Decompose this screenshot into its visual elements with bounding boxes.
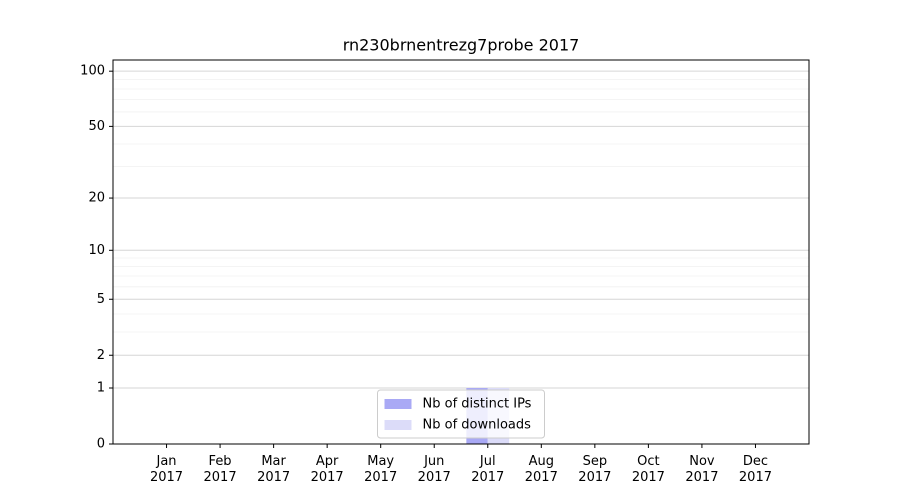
plot-frame xyxy=(112,59,810,445)
x-tick-label: Sep 2017 xyxy=(578,454,611,485)
x-tick-label: Aug 2017 xyxy=(525,454,558,485)
x-tick-label: Mar 2017 xyxy=(257,454,290,485)
y-tick-label: 20 xyxy=(88,191,105,206)
legend-label: Nb of distinct IPs xyxy=(423,397,532,412)
y-tick-label: 5 xyxy=(97,292,105,307)
x-tick-label: Apr 2017 xyxy=(311,454,344,485)
x-tick-label: Oct 2017 xyxy=(632,454,665,485)
x-tick-label: Feb 2017 xyxy=(204,454,237,485)
x-tick-label: Jan 2017 xyxy=(150,454,183,485)
x-tick-label: Nov 2017 xyxy=(685,454,718,485)
y-tick-label: 100 xyxy=(80,64,105,79)
chart-title: rn230brnentrezg7probe 2017 xyxy=(343,36,580,55)
x-tick-label: Jul 2017 xyxy=(471,454,504,485)
y-tick-label: 1 xyxy=(97,381,105,396)
x-tick-label: Jun 2017 xyxy=(418,454,451,485)
y-tick-label: 50 xyxy=(88,119,105,134)
legend-swatch xyxy=(384,420,412,430)
y-tick-label: 2 xyxy=(97,348,105,363)
legend-swatch xyxy=(384,399,412,409)
x-tick-label: Dec 2017 xyxy=(739,454,772,485)
legend-box xyxy=(377,389,545,439)
legend: Nb of distinct IPs Nb of downloads xyxy=(377,389,545,439)
y-tick-label: 10 xyxy=(88,243,105,258)
y-tick-label: 0 xyxy=(97,437,105,452)
x-tick-label: May 2017 xyxy=(364,454,397,485)
legend-label: Nb of downloads xyxy=(423,418,532,433)
